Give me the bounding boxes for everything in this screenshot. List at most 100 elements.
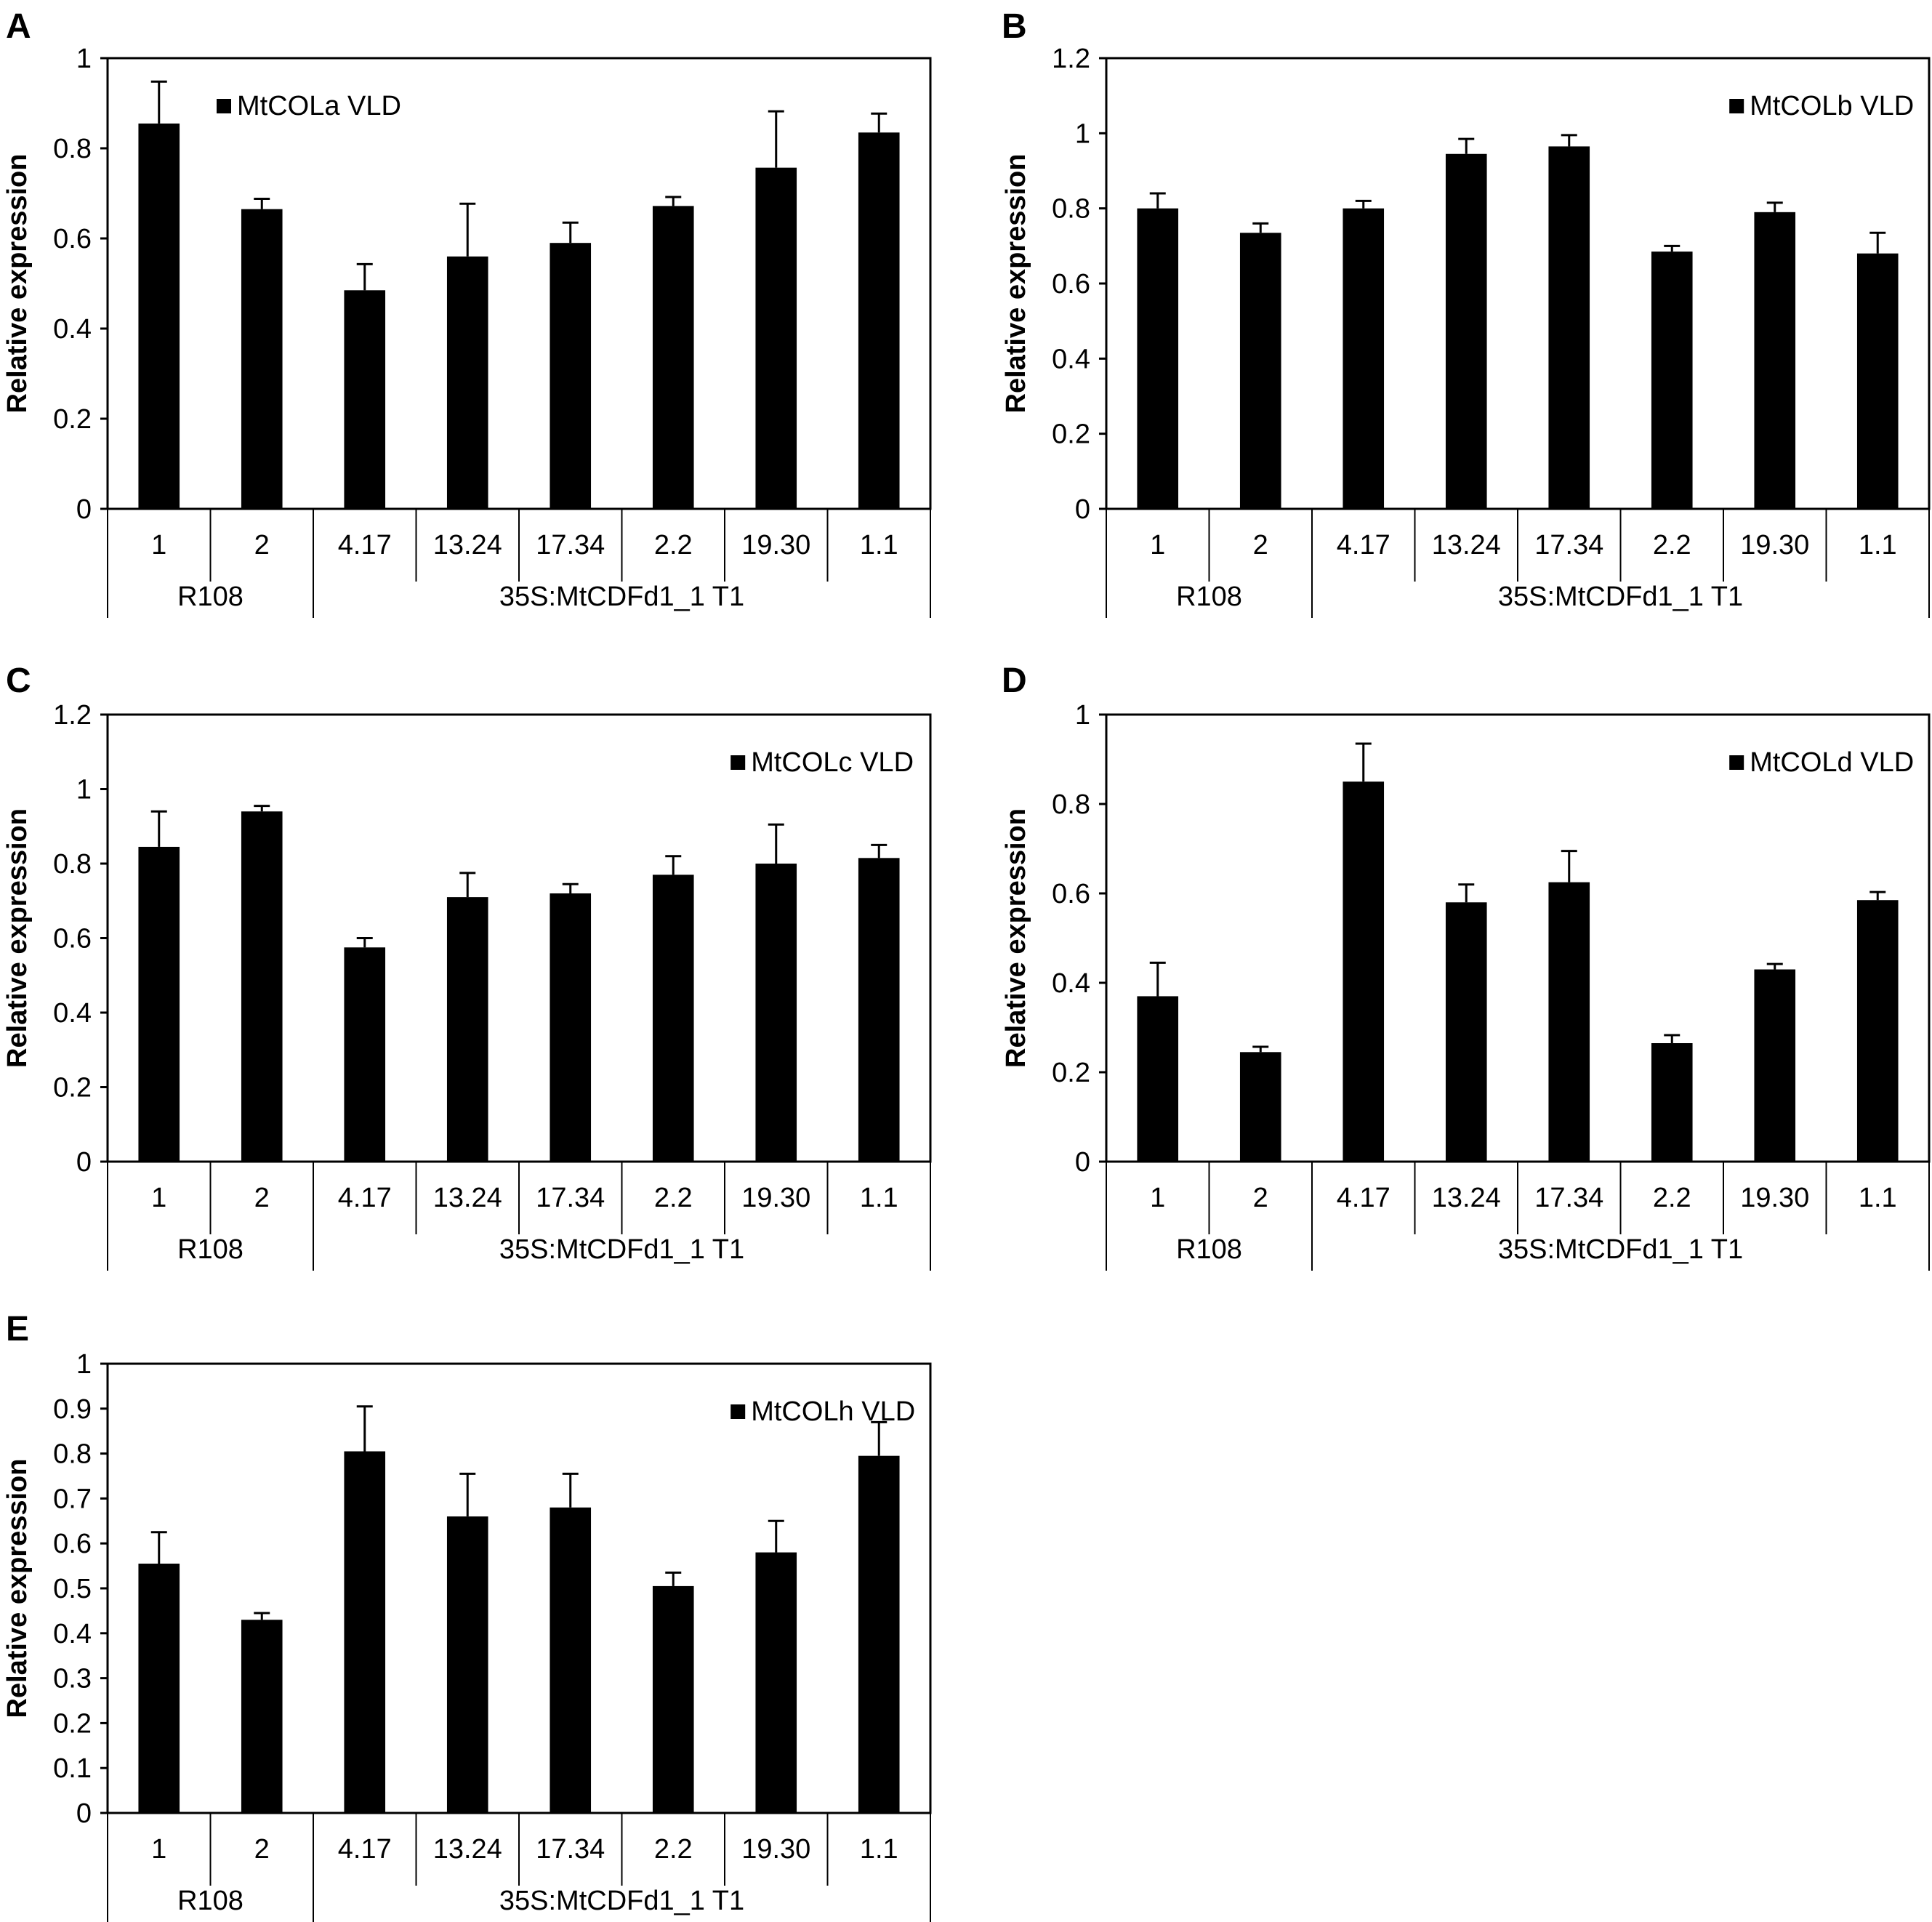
category-label: 4.17 — [338, 1183, 392, 1213]
category-label: 2.2 — [1653, 1183, 1691, 1213]
bar — [446, 897, 488, 1162]
category-label: 13.24 — [433, 1834, 502, 1865]
legend-label: MtCOLa VLD — [237, 91, 401, 121]
chart-panel-a: A 0 0.2 0.4 0.6 0.8 1 Relative expression 1 2 4.17… — [2, 7, 932, 618]
y-tick-label: 1 — [76, 775, 92, 805]
category-label: 2.2 — [654, 1183, 693, 1213]
bar — [1343, 208, 1385, 509]
y-tick-label: 1.2 — [1052, 44, 1090, 74]
category-label: 2 — [254, 1834, 270, 1865]
y-tick-label: 1.2 — [53, 700, 92, 731]
y-tick-label: 0.5 — [53, 1574, 92, 1604]
bar — [446, 256, 488, 509]
bar — [1445, 902, 1487, 1162]
category-label: 1.1 — [1859, 1183, 1897, 1213]
y-tick-label: 0.4 — [53, 998, 92, 1029]
bar — [1651, 1043, 1693, 1162]
group-label: R108 — [177, 1234, 243, 1265]
y-tick-label: 0.6 — [1052, 879, 1090, 909]
y-tick-label: 0.9 — [53, 1394, 92, 1425]
legend-label: MtCOLb VLD — [1750, 91, 1914, 121]
y-tick-label: 0.6 — [53, 1529, 92, 1559]
y-tick-label: 0.6 — [53, 224, 92, 254]
bar — [755, 864, 797, 1162]
bar — [1137, 208, 1179, 509]
legend-label: MtCOLd VLD — [1750, 747, 1914, 778]
y-tick-label: 0.4 — [1052, 968, 1090, 999]
y-tick-label: 1 — [76, 44, 92, 74]
y-tick-label: 0.8 — [53, 1439, 92, 1470]
plot-frame — [106, 713, 932, 1163]
group-label: R108 — [177, 1886, 243, 1916]
y-tick-label: 0.6 — [1052, 269, 1090, 299]
category-label: 1 — [151, 1834, 166, 1865]
panel-letter: D — [1002, 662, 1027, 700]
bar — [755, 167, 797, 509]
group-label: R108 — [1176, 582, 1242, 612]
y-tick-label: 0 — [76, 494, 92, 525]
bar — [550, 1507, 592, 1813]
legend-swatch — [1729, 755, 1744, 770]
bar — [138, 123, 180, 509]
category-label: 19.30 — [741, 1834, 810, 1865]
y-tick-label: 0.8 — [53, 134, 92, 164]
category-label: 17.34 — [536, 1834, 605, 1865]
y-tick-label: 0.2 — [53, 404, 92, 435]
chart-panel-d: D 0 0.2 0.4 0.6 0.8 1 Relative expression 1 2 4.17… — [1001, 662, 1931, 1271]
y-tick-label: 0.8 — [1052, 789, 1090, 820]
category-label: 17.34 — [536, 1183, 605, 1213]
category-label: 13.24 — [1432, 530, 1501, 560]
bar — [1548, 882, 1590, 1162]
y-axis-label: Relative expression — [2, 808, 33, 1068]
bar — [652, 874, 694, 1162]
category-label: 2.2 — [1653, 530, 1691, 560]
bar — [241, 1620, 283, 1813]
chart-panel-e: E 0 0.1 0.2 0.3 0.4 0.5 0.6 0.7 0.8 0.9 1 Relative e… — [2, 1310, 932, 1922]
category-label: 1.1 — [860, 1834, 898, 1865]
bar — [652, 1585, 694, 1813]
bar — [550, 243, 592, 509]
bar — [241, 209, 283, 509]
category-label: 4.17 — [338, 530, 392, 560]
category-label: 19.30 — [741, 1183, 810, 1213]
group-label: 35S:MtCDFd1_1 T1 — [1498, 1234, 1743, 1265]
group-label: 35S:MtCDFd1_1 T1 — [499, 582, 744, 612]
plot-frame — [1105, 57, 1931, 510]
bar — [1239, 1052, 1281, 1162]
category-label: 4.17 — [338, 1834, 392, 1865]
category-label: 1 — [1150, 530, 1165, 560]
category-label: 2 — [1253, 530, 1268, 560]
y-tick-label: 0.2 — [53, 1708, 92, 1739]
y-axis-label: Relative expression — [2, 154, 33, 414]
y-tick-label: 0.4 — [53, 1619, 92, 1649]
category-label: 4.17 — [1337, 530, 1390, 560]
category-label: 17.34 — [1534, 530, 1603, 560]
bar — [1651, 252, 1693, 509]
category-label: 1 — [151, 1183, 166, 1213]
plot-frame — [1105, 713, 1931, 1163]
y-tick-label: 1 — [1075, 700, 1090, 731]
category-label: 2 — [254, 530, 270, 560]
bar — [1754, 969, 1796, 1162]
bar — [1548, 146, 1590, 509]
category-label: 13.24 — [433, 1183, 502, 1213]
legend-label: MtCOLh VLD — [751, 1396, 915, 1427]
bar — [550, 893, 592, 1162]
y-axis-label: Relative expression — [1001, 154, 1031, 414]
legend-swatch — [1729, 99, 1744, 113]
category-label: 2 — [1253, 1183, 1268, 1213]
bar — [138, 1564, 180, 1813]
y-tick-label: 0.2 — [1052, 1058, 1090, 1088]
panel-letter: B — [1002, 7, 1027, 46]
y-tick-label: 0 — [76, 1147, 92, 1178]
bar — [652, 206, 694, 509]
category-label: 1 — [1150, 1183, 1165, 1213]
category-label: 13.24 — [433, 530, 502, 560]
panel-letter: A — [6, 7, 31, 46]
group-label: 35S:MtCDFd1_1 T1 — [499, 1234, 744, 1265]
bar — [858, 858, 900, 1162]
plot-frame — [106, 1362, 932, 1814]
category-label: 19.30 — [1740, 1183, 1809, 1213]
bar — [1856, 253, 1899, 509]
